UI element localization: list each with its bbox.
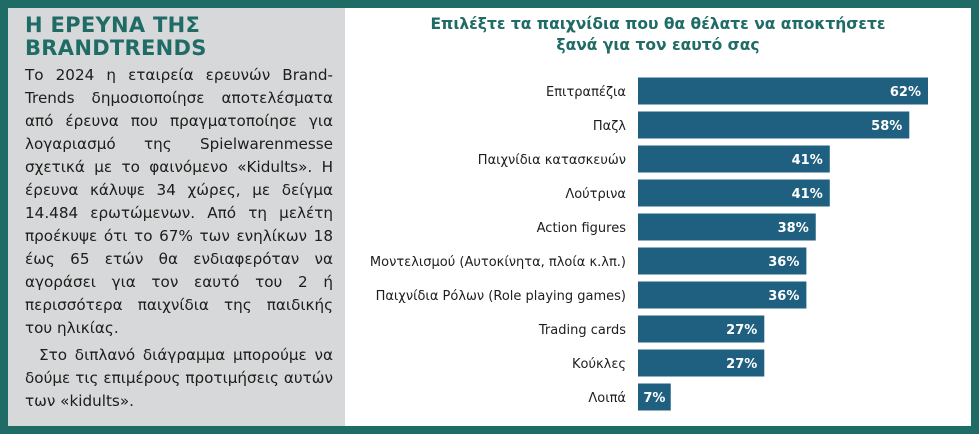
chart-title-line-2: ξανά για τον εαυτό σας — [556, 36, 760, 54]
bar-chart: Επιτραπέζια 62% Παζλ 58% Παιχνίδια κατασκευώ… — [370, 77, 928, 411]
bar — [638, 383, 671, 411]
value-label: 58% — [871, 119, 902, 134]
category-label: Μοντελισμού (Αυτοκίνητα, πλοία κ.λπ.) — [370, 255, 626, 270]
info-sidebar: Η ΕΡΕΥΝΑ ΤΗΣ BRANDTRENDS Το 2024 η εταιρ… — [8, 8, 345, 426]
value-label: 41% — [792, 153, 823, 168]
category-label: Παιχνίδια Ρόλων (Role playing games) — [376, 289, 626, 304]
chart-panel: Επιλέξτε τα παιχνίδια που θα θέλατε να α… — [345, 8, 971, 426]
value-label: 7% — [643, 391, 665, 406]
bar — [638, 315, 765, 343]
bar — [638, 111, 910, 139]
category-label: Λοιπά — [588, 391, 626, 406]
category-label: Trading cards — [538, 323, 626, 338]
category-label: Κούκλες — [572, 357, 626, 372]
sidebar-paragraph-1: Το 2024 η εταιρεία ερευνών Brand-Trends … — [25, 66, 333, 337]
bar — [638, 281, 807, 309]
sidebar-title: Η ΕΡΕΥΝΑ ΤΗΣ BRANDTRENDS — [25, 13, 207, 60]
category-label: Action figures — [537, 221, 627, 236]
value-label: 36% — [768, 289, 799, 304]
value-label: 36% — [768, 255, 799, 270]
category-label: Παζλ — [593, 119, 626, 134]
value-label: 27% — [726, 323, 757, 338]
chart-title: Επιλέξτε τα παιχνίδια που θα θέλατε να α… — [345, 14, 971, 56]
bar — [638, 77, 928, 105]
value-label: 38% — [778, 221, 809, 236]
category-label: Επιτραπέζια — [546, 85, 626, 100]
category-label: Λούτρινα — [565, 187, 626, 202]
bar — [638, 349, 765, 377]
bar — [638, 179, 830, 207]
value-label: 27% — [726, 357, 757, 372]
bar — [638, 145, 830, 173]
category-label: Παιχνίδια κατασκευών — [478, 153, 626, 168]
chart-title-line-1: Επιλέξτε τα παιχνίδια που θα θέλατε να α… — [430, 15, 886, 33]
bar — [638, 247, 807, 275]
sidebar-paragraph-2: Στο διπλανό διάγραμμα μπορούμε να δούμε … — [25, 346, 333, 410]
bar — [638, 213, 816, 241]
value-label: 62% — [890, 85, 921, 100]
value-label: 41% — [792, 187, 823, 202]
